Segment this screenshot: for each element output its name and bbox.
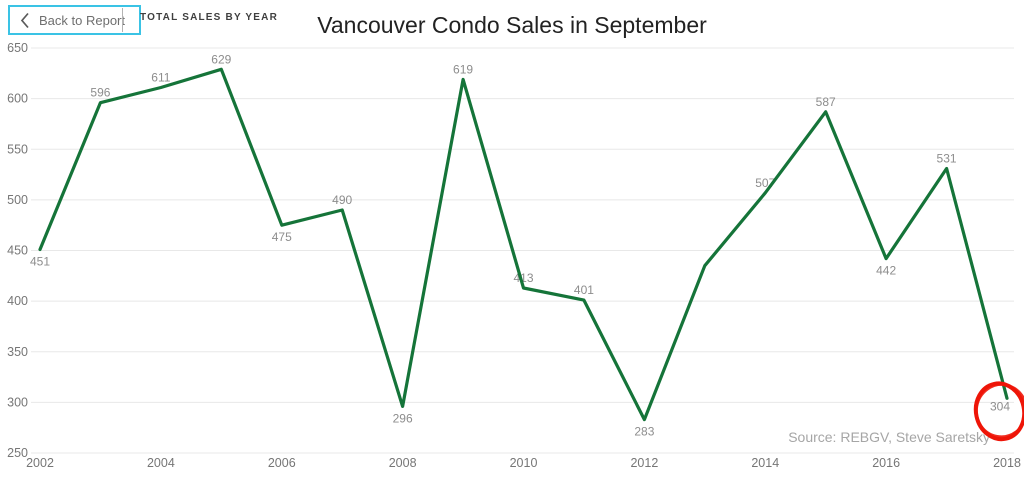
visual-title-label: TOTAL SALES BY YEAR bbox=[140, 12, 279, 23]
y-axis-tick-label: 650 bbox=[7, 41, 28, 55]
back-to-report-button[interactable]: Back to Report bbox=[8, 5, 141, 35]
x-axis-tick-label: 2010 bbox=[510, 456, 538, 470]
x-axis-tick-label: 2014 bbox=[751, 456, 779, 470]
x-axis-tick-label: 2008 bbox=[389, 456, 417, 470]
source-credit: Source: REBGV, Steve Saretsky bbox=[788, 429, 990, 445]
x-axis-tick-label: 2016 bbox=[872, 456, 900, 470]
header-divider bbox=[122, 8, 123, 32]
data-point-label: 451 bbox=[30, 254, 50, 268]
y-axis-tick-label: 350 bbox=[7, 345, 28, 359]
data-point-label: 490 bbox=[332, 193, 352, 207]
data-point-label: 629 bbox=[211, 52, 231, 66]
data-point-label: 283 bbox=[634, 425, 654, 439]
data-point-label: 587 bbox=[816, 95, 836, 109]
y-axis-tick-label: 250 bbox=[7, 446, 28, 460]
data-point-label: 611 bbox=[151, 70, 170, 84]
y-axis-tick-label: 500 bbox=[7, 193, 28, 207]
x-axis-tick-label: 2006 bbox=[268, 456, 296, 470]
data-point-label: 475 bbox=[272, 230, 292, 244]
data-point-label: 596 bbox=[90, 86, 110, 100]
data-point-label: 619 bbox=[453, 62, 473, 76]
x-axis-tick-label: 2012 bbox=[630, 456, 658, 470]
y-axis-tick-label: 600 bbox=[7, 92, 28, 106]
x-axis-tick-label: 2002 bbox=[26, 456, 54, 470]
x-axis-tick-label: 2004 bbox=[147, 456, 175, 470]
chart-title: Vancouver Condo Sales in September bbox=[317, 12, 707, 38]
data-point-label: 296 bbox=[393, 411, 413, 425]
y-axis-tick-label: 300 bbox=[7, 395, 28, 409]
annotation-circle-overstroke bbox=[975, 383, 1024, 438]
data-point-label: 531 bbox=[937, 151, 957, 165]
y-axis-tick-label: 450 bbox=[7, 244, 28, 258]
data-point-label: 401 bbox=[574, 283, 594, 297]
data-point-label: 442 bbox=[876, 264, 896, 278]
back-to-report-label: Back to Report bbox=[39, 12, 125, 28]
x-axis-tick-label: 2018 bbox=[993, 456, 1021, 470]
y-axis-tick-label: 550 bbox=[7, 142, 28, 156]
data-point-label: 304 bbox=[990, 399, 1010, 413]
y-axis-tick-label: 400 bbox=[7, 294, 28, 308]
sales-line-series[interactable] bbox=[38, 67, 1009, 422]
chevron-left-icon bbox=[20, 12, 30, 29]
